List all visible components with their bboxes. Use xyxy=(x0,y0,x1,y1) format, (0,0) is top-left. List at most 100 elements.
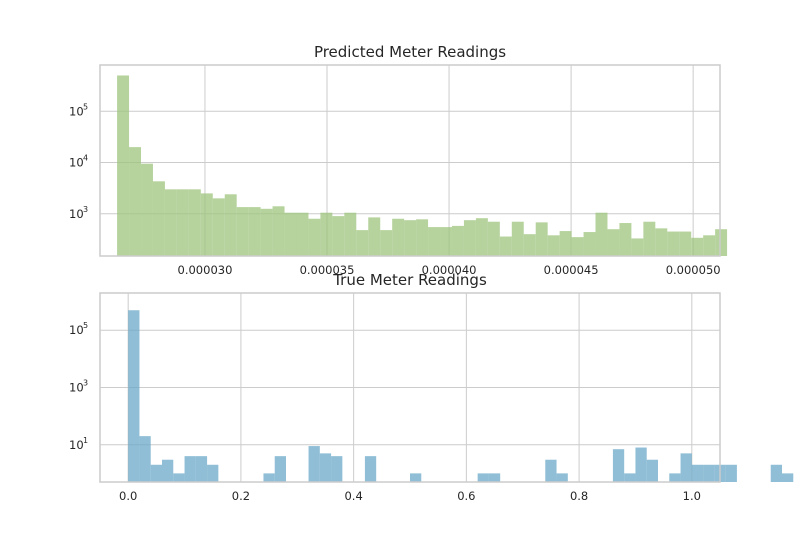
histogram-bar xyxy=(380,230,393,256)
histogram-bar xyxy=(624,473,636,482)
histogram-bar xyxy=(344,212,357,256)
y-tick-exponent: 3 xyxy=(83,379,88,388)
y-tick-exponent: 1 xyxy=(83,436,88,445)
histogram-bar xyxy=(141,163,153,256)
x-tick-label: 0.000045 xyxy=(544,263,599,277)
histogram-bar xyxy=(207,464,219,482)
histogram-bar xyxy=(184,456,196,482)
histogram-bar xyxy=(162,459,174,482)
histogram-bar xyxy=(200,193,213,256)
y-tick-exponent: 5 xyxy=(83,102,88,111)
histogram-bar xyxy=(488,473,501,482)
x-tick-label: 0.000030 xyxy=(178,263,233,277)
histogram-bar xyxy=(691,237,704,256)
histogram-bar xyxy=(559,231,572,256)
histogram-bar xyxy=(320,212,333,256)
histogram-bar xyxy=(117,75,130,257)
histogram-bar xyxy=(440,227,452,256)
y-tick-label: 10 xyxy=(69,207,84,221)
histogram-bar xyxy=(152,181,165,256)
histogram-bar xyxy=(612,449,625,482)
y-tick-exponent: 3 xyxy=(83,205,88,214)
histogram-bar xyxy=(547,235,560,256)
histogram-bar xyxy=(770,464,782,482)
y-tick-label: 10 xyxy=(69,323,84,337)
histogram-bar xyxy=(523,234,536,256)
x-tick-label: 0.000050 xyxy=(666,263,721,277)
x-tick-label: 0.4 xyxy=(344,489,362,503)
histogram-bar xyxy=(691,464,704,482)
histogram-bar xyxy=(272,206,285,256)
x-tick-label: 1.0 xyxy=(683,489,701,503)
plot-frame xyxy=(99,64,721,257)
y-tick-label: 10 xyxy=(69,104,84,118)
plot-title: True Meter Readings xyxy=(332,271,487,289)
histogram-bar xyxy=(463,220,476,256)
histogram-bar xyxy=(535,222,548,256)
histogram-bar xyxy=(368,217,381,256)
histogram-bar xyxy=(150,464,162,482)
histogram-bar xyxy=(139,436,151,482)
histogram-bar xyxy=(308,446,320,482)
histogram-bar xyxy=(631,238,644,256)
histogram-bar xyxy=(364,456,377,482)
histogram-bar xyxy=(607,229,620,256)
histogram-bar xyxy=(715,229,728,256)
histogram-bar xyxy=(545,459,557,482)
histogram-bar xyxy=(284,212,297,256)
y-tick-label: 10 xyxy=(69,381,84,395)
plot-title: Predicted Meter Readings xyxy=(314,43,506,61)
x-tick-label: 0.6 xyxy=(457,489,475,503)
histogram-bar xyxy=(499,236,512,256)
x-tick-label: 0.2 xyxy=(232,489,250,503)
histogram-bar xyxy=(679,231,692,256)
histogram-bar xyxy=(173,473,185,482)
histogram-bar xyxy=(176,189,189,256)
y-tick-exponent: 4 xyxy=(83,154,88,163)
histogram-bar xyxy=(477,473,489,482)
histogram-bar xyxy=(725,464,737,482)
histogram-bar xyxy=(680,453,692,482)
histogram-bar xyxy=(356,230,369,256)
histogram-bar xyxy=(703,464,715,482)
histogram-bar xyxy=(164,189,177,256)
histogram-bar xyxy=(195,456,208,482)
histogram-bar xyxy=(646,459,658,482)
histogram-bar xyxy=(595,212,608,256)
histogram-bar xyxy=(635,447,647,482)
histogram-bar xyxy=(331,456,343,482)
x-tick-label: 0.0 xyxy=(119,489,137,503)
histogram-bar xyxy=(260,208,273,256)
x-tick-label: 0.000040 xyxy=(422,263,477,277)
histogram-bar xyxy=(128,310,140,482)
histogram-bar xyxy=(583,232,596,256)
histogram-bar xyxy=(129,147,142,256)
histogram-bar xyxy=(782,473,794,482)
histogram-bar xyxy=(332,216,345,256)
histogram-bar xyxy=(224,194,237,256)
histogram-bar xyxy=(619,223,632,256)
x-tick-label: 0.000035 xyxy=(300,263,355,277)
histogram-bar xyxy=(451,225,464,256)
histogram-bar xyxy=(643,221,656,256)
y-tick-label: 10 xyxy=(69,438,84,452)
y-tick-label: 10 xyxy=(69,156,84,170)
histogram-bar xyxy=(416,219,429,256)
histogram-bar xyxy=(308,218,321,256)
histogram-bar xyxy=(667,231,680,256)
plot-frame xyxy=(99,292,721,483)
histogram-bar xyxy=(475,218,488,256)
histogram-bar xyxy=(511,221,524,256)
histogram-bar xyxy=(410,473,422,482)
histogram-bar xyxy=(404,220,417,256)
y-tick-exponent: 5 xyxy=(83,321,88,330)
histogram-bar xyxy=(188,189,201,256)
histogram-bar xyxy=(669,473,681,482)
histogram-bar xyxy=(392,218,405,256)
histogram-bar xyxy=(556,473,568,482)
histogram-bar xyxy=(296,212,309,256)
histogram-bar xyxy=(319,453,332,482)
x-tick-label: 0.8 xyxy=(570,489,588,503)
